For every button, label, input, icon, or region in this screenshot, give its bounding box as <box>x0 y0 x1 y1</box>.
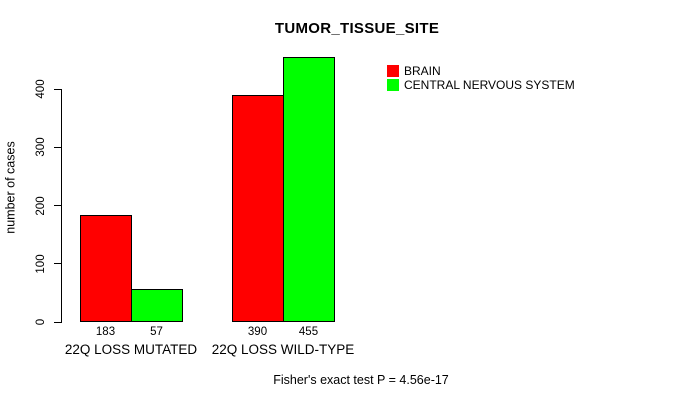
annotation-text: Fisher's exact test P = 4.56e-17 <box>273 373 449 387</box>
y-tick-label: 200 <box>35 195 47 216</box>
bar <box>283 57 335 322</box>
legend-item: CENTRAL NERVOUS SYSTEM <box>387 78 575 92</box>
bar <box>80 215 132 322</box>
legend-label: CENTRAL NERVOUS SYSTEM <box>404 77 575 92</box>
y-tick-label: 400 <box>35 79 47 99</box>
legend-item: BRAIN <box>387 64 575 78</box>
category-label: 22Q LOSS MUTATED <box>64 342 198 357</box>
bar-value-label: 390 <box>247 326 268 338</box>
bar-value-label: 57 <box>150 326 163 338</box>
y-tick-label: 0 <box>35 318 47 326</box>
y-tick-label: 300 <box>35 137 47 157</box>
y-tick <box>54 321 61 323</box>
y-tick <box>54 88 61 90</box>
legend-swatch <box>387 65 399 77</box>
chart-title: TUMOR_TISSUE_SITE <box>274 20 440 37</box>
y-tick <box>54 205 61 206</box>
y-tick-label: 100 <box>35 254 47 274</box>
legend: BRAIN CENTRAL NERVOUS SYSTEM <box>387 64 575 92</box>
legend-swatch <box>387 79 399 91</box>
y-tick <box>54 263 61 265</box>
category-label: 22Q LOSS WILD-TYPE <box>211 342 355 357</box>
legend-label: BRAIN <box>404 63 441 78</box>
y-axis-line <box>61 89 62 323</box>
y-tick <box>54 146 61 148</box>
bar <box>232 95 284 322</box>
y-axis-label: number of cases <box>3 141 18 234</box>
bar-value-label: 183 <box>95 326 116 338</box>
bar <box>131 289 183 322</box>
bar-value-label: 455 <box>298 326 319 338</box>
